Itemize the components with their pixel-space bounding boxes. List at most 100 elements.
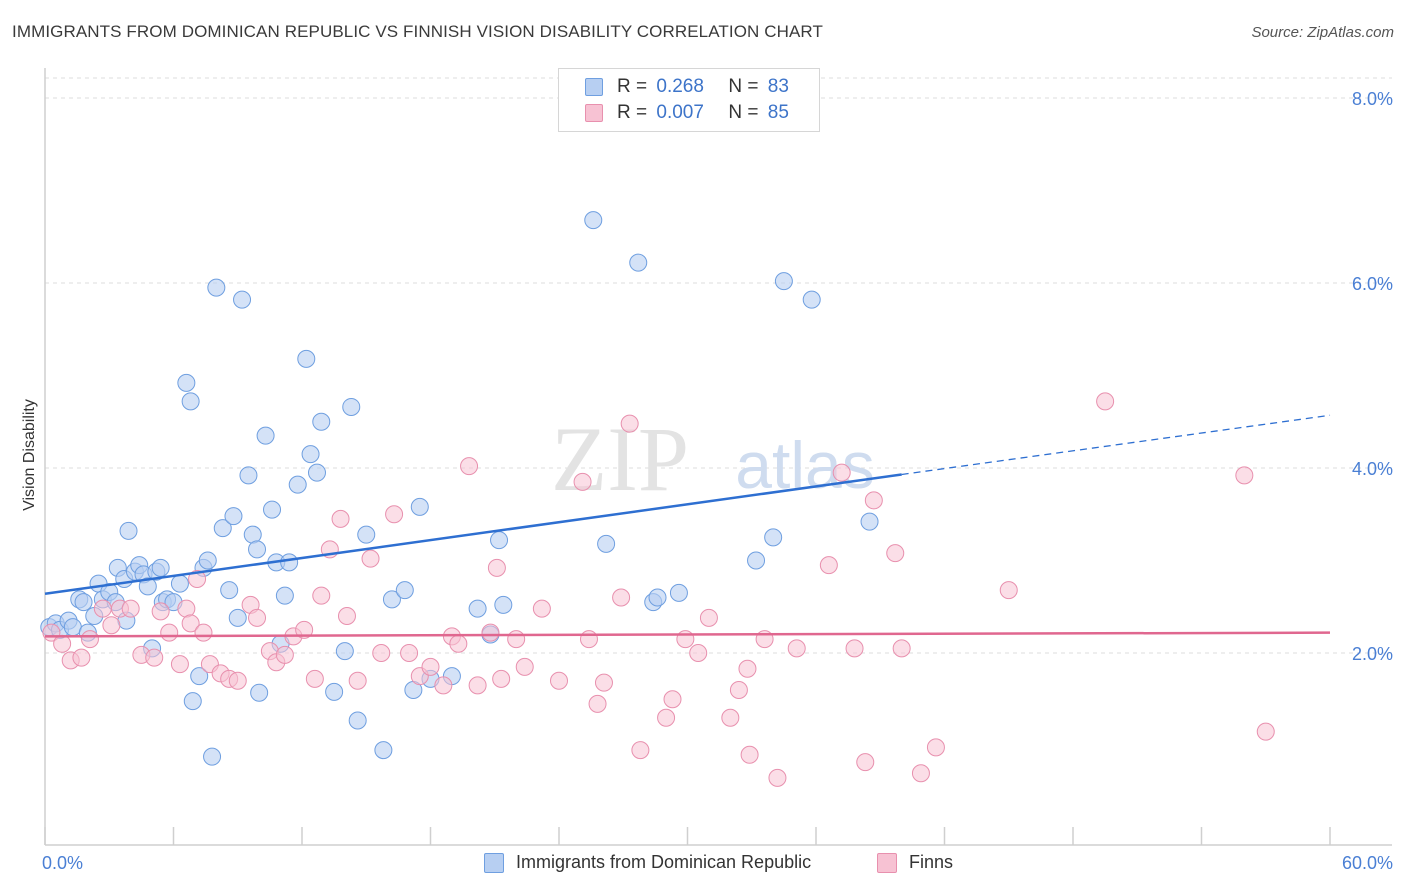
trend-line-dominican-extension: [901, 414, 1331, 476]
data-point-finns: [579, 630, 598, 649]
data-point-dominican: [494, 595, 513, 614]
data-point-finns: [170, 655, 189, 674]
watermark-zip: ZIP: [551, 408, 689, 510]
data-point-finns: [305, 669, 324, 688]
data-point-dominican: [183, 692, 202, 711]
data-point-finns: [421, 657, 440, 676]
data-point-dominican: [119, 521, 138, 540]
data-point-finns: [588, 694, 607, 713]
data-point-dominican: [233, 290, 252, 309]
data-point-dominican: [468, 599, 487, 618]
data-point-dominican: [597, 534, 616, 553]
data-point-finns: [515, 657, 534, 676]
data-point-finns: [676, 630, 695, 649]
data-point-dominican: [860, 512, 879, 531]
data-point-finns: [620, 414, 639, 433]
y-axis-label: Vision Disability: [21, 399, 38, 511]
data-point-dominican: [243, 525, 262, 544]
data-point-dominican: [198, 551, 217, 570]
data-point-dominican: [382, 590, 401, 609]
data-point-finns: [400, 644, 419, 662]
data-point-dominican: [74, 593, 93, 612]
data-point-finns: [594, 673, 613, 692]
data-point-finns: [856, 753, 875, 772]
data-point-finns: [177, 599, 196, 618]
data-point-finns: [487, 558, 506, 577]
data-point-finns: [151, 602, 170, 621]
legend-swatch-pink: [585, 104, 603, 122]
data-point-dominican: [228, 608, 247, 627]
x-tick-label: 60.0%: [1342, 853, 1393, 873]
legend-label-dominican: Immigrants from Dominican Republic: [516, 852, 812, 872]
data-point-finns: [53, 634, 72, 653]
data-point-dominican: [207, 278, 226, 297]
y-tick-label: 6.0%: [1352, 274, 1393, 294]
axes: 2.0% 4.0% 6.0% 8.0% 0.0% 60.0%: [42, 68, 1393, 873]
data-point-dominican: [248, 540, 267, 559]
legend-label-finns: Finns: [909, 852, 954, 872]
legend-n-label: N =: [728, 102, 759, 123]
data-point-dominican: [374, 741, 393, 760]
data-point-finns: [631, 741, 650, 760]
data-point-finns: [348, 671, 367, 690]
legend-r-label: R =: [617, 102, 648, 123]
legend-row-dominican: R = 0.268 N = 83: [585, 75, 789, 99]
data-point-finns: [1235, 466, 1254, 485]
data-point-dominican: [213, 519, 232, 538]
data-point-finns: [181, 614, 200, 633]
legend-r-label: R =: [617, 76, 648, 97]
data-point-dominican: [288, 475, 307, 494]
data-point-dominican: [63, 618, 82, 637]
trend-line-finns: [44, 631, 1331, 638]
data-point-finns: [738, 659, 757, 678]
data-point-finns: [612, 588, 631, 607]
data-point-finns: [845, 639, 864, 658]
data-point-dominican: [307, 463, 326, 482]
data-point-finns: [295, 620, 314, 639]
legend-item-finns: Finns: [877, 852, 953, 873]
data-point-finns: [886, 544, 905, 563]
data-point-dominican: [224, 507, 243, 526]
legend-item-dominican: Immigrants from Dominican Republic: [484, 852, 811, 873]
data-point-finns: [385, 505, 404, 524]
data-point-dominican: [410, 497, 429, 516]
legend-r-value: 0.268: [656, 76, 704, 97]
data-point-dominican: [177, 373, 196, 392]
data-point-finns: [657, 708, 676, 727]
data-point-finns: [492, 669, 511, 688]
data-point-finns: [911, 764, 930, 783]
data-point-dominican: [250, 683, 269, 702]
data-point-finns: [787, 639, 806, 658]
data-point-dominican: [170, 574, 189, 593]
data-point-dominican: [357, 525, 376, 544]
data-point-finns: [102, 616, 121, 635]
series-legend: Immigrants from Dominican Republic Finns: [0, 852, 1406, 878]
data-point-finns: [361, 549, 380, 568]
data-point-finns: [532, 599, 551, 618]
data-point-dominican: [190, 667, 209, 686]
data-point-finns: [1096, 392, 1115, 411]
trend-lines: [44, 414, 1331, 638]
data-point-finns: [188, 570, 207, 588]
data-point-dominican: [335, 642, 354, 661]
legend-swatch-blue: [585, 78, 603, 96]
data-point-finns: [460, 457, 479, 476]
data-point-dominican: [297, 349, 316, 368]
data-point-dominican: [747, 551, 766, 570]
data-point-finns: [248, 608, 267, 627]
data-point-dominican: [263, 500, 282, 519]
data-point-dominican: [395, 581, 414, 600]
data-point-dominican: [181, 392, 200, 411]
data-point-finns: [740, 745, 759, 764]
chart-title: IMMIGRANTS FROM DOMINICAN REPUBLIC VS FI…: [12, 22, 823, 41]
legend-n-value: 85: [767, 102, 789, 123]
source-label: Source: ZipAtlas.com: [1251, 24, 1394, 41]
data-point-dominican: [348, 711, 367, 730]
data-point-dominican: [203, 747, 222, 766]
data-point-finns: [1256, 722, 1275, 741]
data-point-finns: [228, 671, 247, 690]
data-point-dominican: [256, 426, 275, 445]
data-point-finns: [999, 581, 1018, 600]
data-point-dominican: [490, 531, 509, 550]
data-point-dominican: [280, 553, 299, 572]
